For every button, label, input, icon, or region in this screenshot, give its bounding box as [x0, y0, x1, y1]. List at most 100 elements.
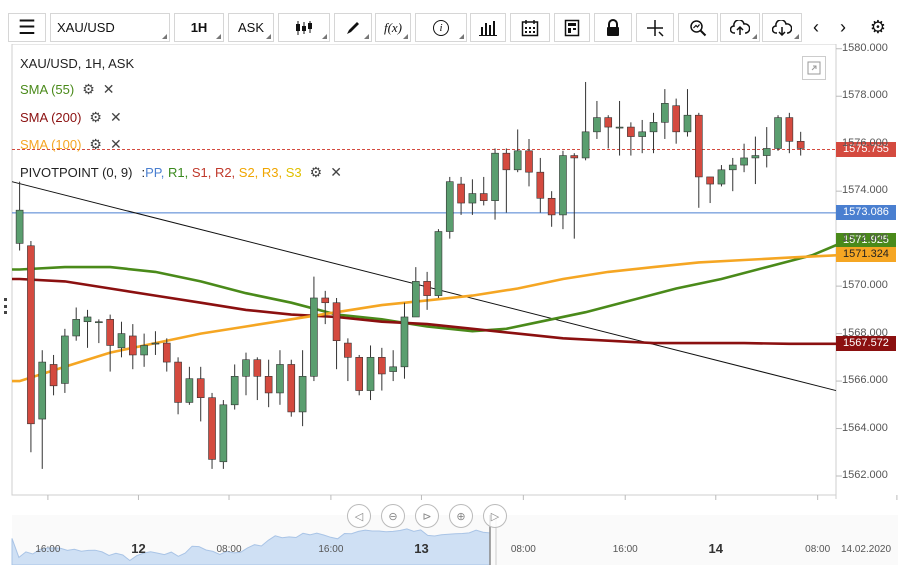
download-button[interactable]: [762, 13, 802, 42]
gear-icon[interactable]: ⚙: [309, 164, 323, 180]
gear-icon[interactable]: ⚙: [89, 136, 102, 152]
candle-body: [762, 148, 771, 156]
menu-button[interactable]: ☰: [8, 13, 46, 42]
timeframe-select[interactable]: 1H: [174, 13, 224, 42]
close-icon[interactable]: ✕: [109, 136, 122, 152]
chart-area[interactable]: XAU/USD, 1H, ASK SMA (55) ⚙ ✕ SMA (200) …: [0, 42, 898, 565]
function-button[interactable]: f(x): [375, 13, 411, 42]
x-tick-label: 08:00: [216, 544, 242, 555]
next-button[interactable]: ›: [830, 13, 856, 42]
candle: [706, 176, 714, 204]
candle: [117, 321, 126, 358]
candle: [513, 129, 522, 173]
candle-body: [774, 117, 782, 149]
candle: [151, 331, 160, 355]
hamburger-icon: ☰: [18, 16, 36, 39]
triangle-left-icon: ◁: [354, 510, 364, 523]
lock-button[interactable]: [594, 13, 632, 42]
candle-body: [61, 335, 69, 384]
close-icon[interactable]: ✕: [109, 109, 122, 125]
candle: [683, 89, 692, 137]
x-tick-label: 12: [131, 541, 146, 556]
gear-icon[interactable]: ⚙: [89, 109, 102, 125]
candle: [525, 138, 533, 187]
candle: [378, 347, 386, 391]
reset-view-button[interactable]: ⊳: [415, 504, 439, 528]
pivot-legend-item: R2,: [211, 165, 236, 180]
price-chart[interactable]: [0, 44, 898, 565]
candle: [27, 241, 35, 453]
fullscreen-icon: [807, 61, 821, 75]
candle-body: [27, 245, 35, 425]
calendar-button[interactable]: [510, 13, 550, 42]
symbol-select[interactable]: XAU/USD: [50, 13, 170, 42]
draw-button[interactable]: [334, 13, 372, 42]
candle-body: [151, 342, 160, 345]
close-icon[interactable]: ✕: [102, 81, 115, 97]
candle-body: [694, 114, 703, 178]
candle-body: [536, 171, 545, 199]
settings-button[interactable]: ⚙: [864, 13, 892, 42]
price-type-select[interactable]: ASK: [228, 13, 274, 42]
candle-body: [162, 342, 171, 363]
pivot-legend-item: R3,: [258, 165, 283, 180]
candle-body: [683, 114, 692, 133]
crosshair-button[interactable]: [636, 13, 674, 42]
indicators-button[interactable]: [470, 13, 506, 42]
candle-body: [581, 131, 590, 159]
sma55-label: SMA (55): [20, 82, 75, 97]
zoom-icon: [690, 19, 707, 36]
candle: [559, 150, 567, 230]
info-button[interactable]: i: [415, 13, 467, 42]
candle-body: [310, 297, 318, 377]
price-tag: 1573.086: [836, 205, 896, 221]
legend-title-text: XAU/USD, 1H, ASK: [20, 56, 135, 71]
candle: [445, 176, 454, 239]
scroll-left-button[interactable]: ◁: [347, 504, 371, 528]
candle: [604, 115, 613, 149]
candle-body: [355, 357, 364, 391]
scroll-right-button[interactable]: ▷: [483, 504, 507, 528]
upload-button[interactable]: [720, 13, 760, 42]
symbol-label: XAU/USD: [57, 20, 115, 35]
legend-sma200: SMA (200) ⚙ ✕: [20, 109, 122, 126]
close-icon[interactable]: ✕: [330, 164, 342, 180]
candle: [479, 176, 488, 206]
y-tick-label: 1568.000: [842, 326, 888, 339]
upload-icon: [730, 19, 750, 35]
gear-icon[interactable]: ⚙: [82, 81, 95, 97]
zoom-button[interactable]: [678, 13, 718, 42]
pivot-legend-item: R1,: [164, 165, 189, 180]
zoom-out-button[interactable]: ⊖: [381, 504, 405, 528]
candle-body: [593, 117, 601, 133]
x-tick-label: 16:00: [612, 544, 638, 555]
overview-area: [11, 528, 491, 565]
candle-body: [661, 103, 669, 123]
candle-body: [49, 364, 58, 387]
price-tag: 1571.324: [836, 247, 896, 263]
pivot-legend-item: S1,: [188, 165, 212, 180]
candle-body: [366, 357, 375, 391]
pane-resize-handle[interactable]: [4, 298, 10, 314]
candle: [38, 350, 47, 469]
legend-pivot: PIVOTPOINT (0, 9) : PP, R1, S1, R2, S2, …: [20, 164, 342, 181]
candle: [230, 364, 239, 410]
candle: [661, 89, 669, 139]
candle: [15, 181, 24, 251]
calculator-button[interactable]: [554, 13, 590, 42]
pivot-label: PIVOTPOINT (0, 9): [20, 165, 133, 180]
candle: [310, 276, 318, 382]
candle-body: [185, 378, 194, 403]
zoom-in-button[interactable]: ⊕: [449, 504, 473, 528]
chart-type-button[interactable]: [278, 13, 330, 42]
prev-button[interactable]: ‹: [803, 13, 829, 42]
candle-body: [717, 169, 726, 185]
candle: [774, 115, 782, 151]
candle: [411, 267, 420, 318]
candle: [740, 143, 748, 173]
candle-body: [106, 319, 114, 346]
candle: [400, 302, 409, 379]
prev-icon: ‹: [813, 17, 819, 37]
candle: [61, 328, 69, 393]
fullscreen-button[interactable]: [802, 56, 826, 80]
